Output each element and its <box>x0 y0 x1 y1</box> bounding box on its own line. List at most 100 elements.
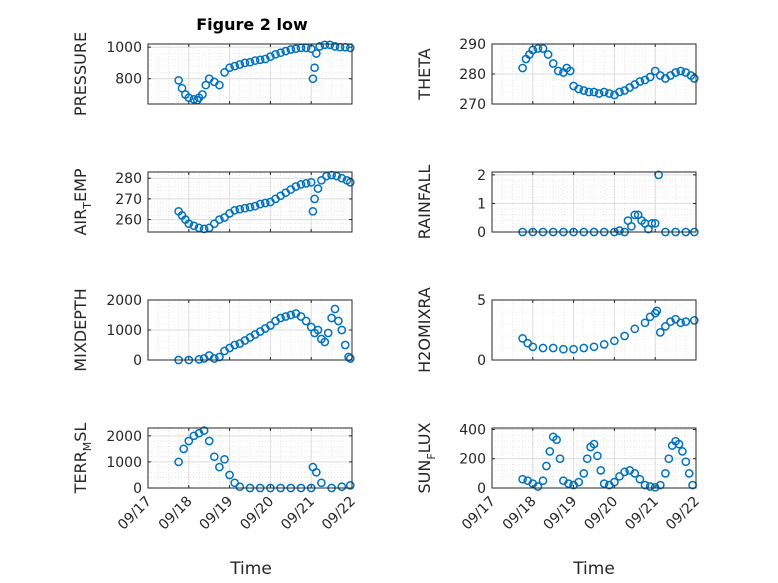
x-tick-label: 09/18 <box>500 494 540 534</box>
data-point <box>593 451 602 461</box>
data-point <box>201 80 211 90</box>
data-point <box>650 482 660 492</box>
data-point <box>260 54 270 64</box>
x-tick-label: 09/21 <box>278 494 318 534</box>
data-point <box>225 470 234 480</box>
data-point <box>313 184 323 193</box>
data-point <box>518 474 527 484</box>
series-mixdepth <box>174 304 355 365</box>
y-tick-label: 0 <box>477 481 486 497</box>
y-tick-label: 260 <box>115 213 142 229</box>
data-point <box>296 312 306 321</box>
data-point <box>630 324 640 334</box>
data-point <box>255 55 265 65</box>
data-point <box>627 221 636 231</box>
data-point <box>281 312 291 321</box>
x-tick-label: 09/17 <box>459 494 499 534</box>
panel-pressure: 800 1000 PRESSURE <box>71 32 355 116</box>
data-point <box>230 340 240 350</box>
panel-h2omixra: 0 5 H2OMIXRA <box>415 287 699 373</box>
data-point <box>276 313 285 323</box>
data-point <box>543 50 553 59</box>
data-point <box>615 226 624 235</box>
data-point <box>579 86 589 95</box>
panel-terr-msl: 0 1000 2000 09/17 09/18 09/19 09/20 09/21 09/22 T… <box>71 423 359 534</box>
data-point <box>620 331 629 341</box>
data-point <box>334 316 343 326</box>
data-point <box>184 436 194 446</box>
y-axis-label: RAINFALL <box>415 165 434 240</box>
data-point <box>533 44 543 53</box>
data-point <box>594 89 604 98</box>
data-point <box>579 469 589 478</box>
x-tick-label: 09/20 <box>581 494 621 534</box>
data-point <box>317 175 326 185</box>
data-point <box>345 354 355 363</box>
data-point <box>310 194 319 204</box>
data-point <box>664 454 674 464</box>
data-point <box>301 179 311 188</box>
data-point <box>215 80 224 90</box>
data-point <box>599 87 609 97</box>
data-point <box>320 337 330 347</box>
data-point <box>308 74 318 84</box>
data-point <box>518 63 527 73</box>
data-point <box>596 466 606 475</box>
data-point <box>281 46 291 56</box>
data-point <box>174 75 183 85</box>
data-point <box>661 469 670 478</box>
data-point <box>291 182 301 191</box>
y-axis-label: THETA <box>415 48 434 100</box>
data-point <box>630 210 640 220</box>
y-tick-label: 400 <box>459 422 486 438</box>
data-point <box>574 84 584 94</box>
data-point <box>194 355 204 364</box>
x-tick-label: 09/17 <box>115 494 155 534</box>
y-axis-label: H2OMIXRA <box>415 287 434 373</box>
data-point <box>266 52 275 61</box>
axes-box <box>491 299 697 361</box>
data-point <box>676 66 686 76</box>
data-point <box>574 477 584 487</box>
data-point <box>225 63 234 73</box>
data-point <box>189 94 199 104</box>
y-tick-label: 0 <box>477 353 486 369</box>
y-axis-label: AIRTEMP <box>71 168 94 235</box>
data-point <box>209 219 219 229</box>
axes-box <box>491 171 697 233</box>
y-axis-label: SUNFLUX <box>415 422 438 493</box>
data-point <box>345 481 355 490</box>
data-point <box>528 342 538 352</box>
data-point <box>652 306 662 316</box>
data-point <box>286 310 296 320</box>
data-point <box>337 325 347 335</box>
data-point <box>174 457 183 467</box>
data-point <box>250 201 260 211</box>
panel-theta: 270 280 290 THETA <box>415 37 699 113</box>
data-point <box>645 72 655 82</box>
y-tick-label: 270 <box>459 97 486 113</box>
data-point <box>640 318 650 328</box>
data-point <box>589 342 599 352</box>
data-point <box>323 328 333 338</box>
data-point <box>655 328 665 337</box>
data-point <box>615 471 624 481</box>
data-point <box>308 206 318 216</box>
data-point <box>189 221 199 231</box>
data-point <box>545 447 555 456</box>
data-point <box>666 317 675 326</box>
data-point <box>204 223 214 233</box>
data-point <box>569 344 578 354</box>
data-point <box>635 77 645 86</box>
data-point <box>315 42 325 51</box>
data-point <box>215 215 224 224</box>
figure-title: Figure 2 low <box>196 15 308 34</box>
data-point <box>542 461 551 471</box>
data-point <box>313 325 323 335</box>
data-point <box>548 343 558 353</box>
data-point <box>630 469 640 478</box>
data-point <box>640 480 650 490</box>
data-point <box>678 447 687 456</box>
data-point <box>291 44 301 54</box>
data-point <box>579 343 589 353</box>
